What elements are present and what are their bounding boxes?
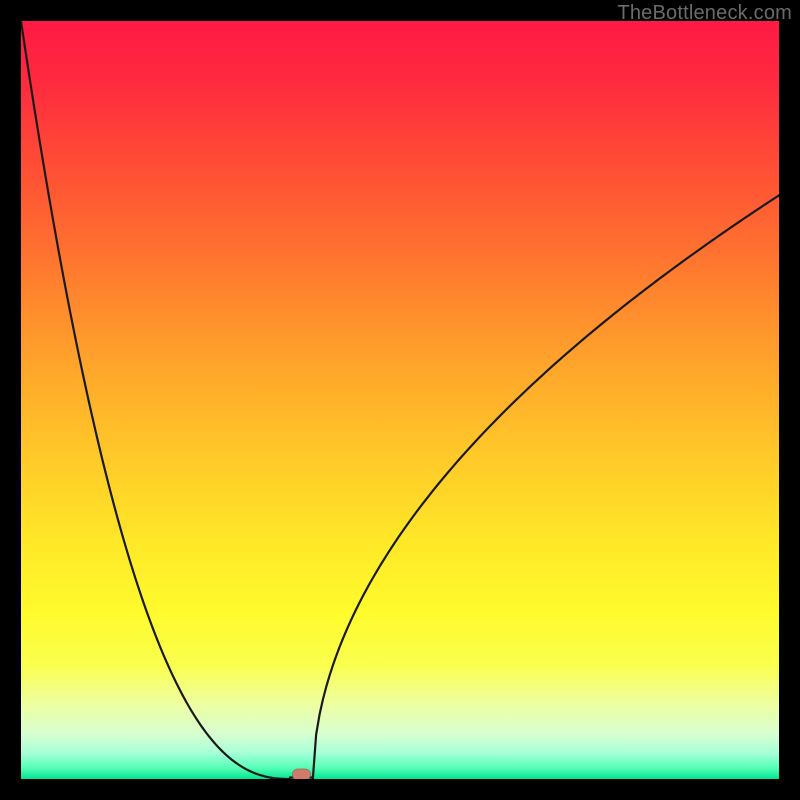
watermark-text: TheBottleneck.com — [617, 2, 792, 25]
bottleneck-chart — [21, 21, 779, 779]
plot-area — [21, 21, 779, 779]
optimal-point-marker — [292, 769, 310, 779]
gradient-background — [21, 21, 779, 779]
chart-frame: TheBottleneck.com — [0, 0, 800, 800]
